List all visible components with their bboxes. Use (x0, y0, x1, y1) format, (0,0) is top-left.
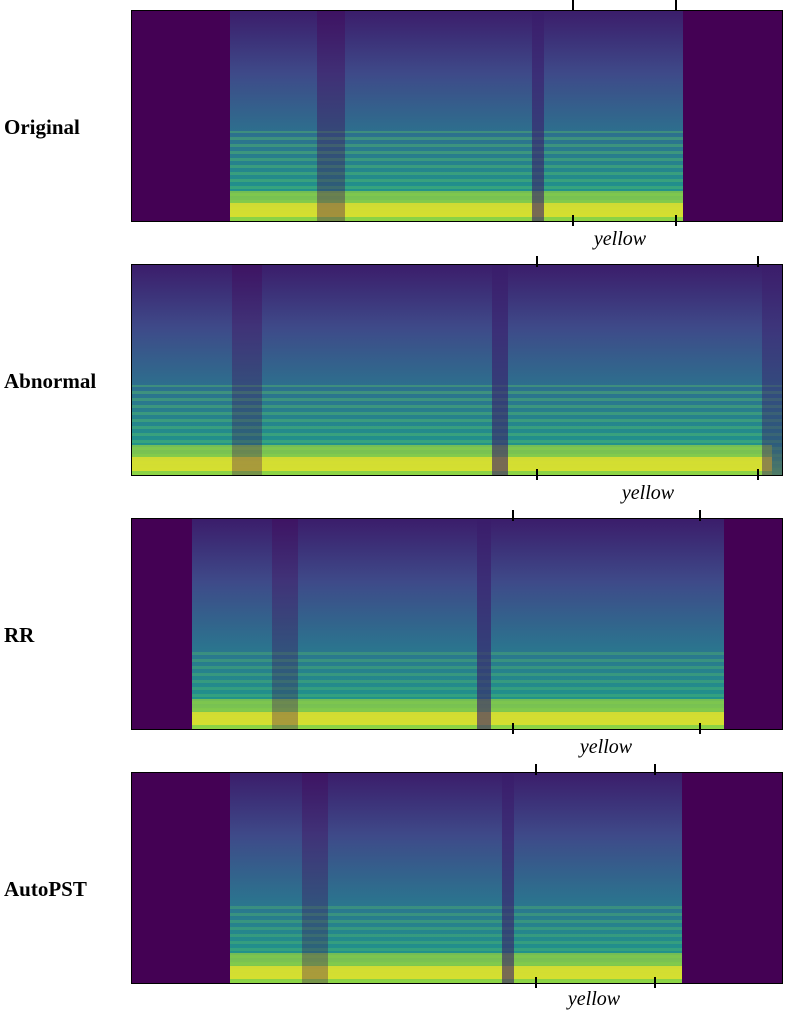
word-start-tick-bottom (536, 469, 538, 480)
spectrogram-abnormal (131, 264, 783, 476)
word-end-tick-top (675, 0, 677, 11)
word-end-tick-bottom (699, 723, 701, 734)
word-label-abnormal: yellow (621, 482, 675, 504)
word-end-tick-bottom (675, 215, 677, 226)
spectrogram-autopst (131, 772, 783, 984)
word-start-tick-bottom (512, 723, 514, 734)
word-end-tick-top (699, 510, 701, 521)
row-label-original: Original (4, 115, 80, 139)
word-start-tick-bottom (572, 215, 574, 226)
word-label-rr: yellow (579, 736, 633, 758)
spectrogram-original (131, 10, 783, 222)
word-start-tick-top (535, 764, 537, 775)
word-start-tick-bottom (535, 977, 537, 988)
word-end-tick-top (654, 764, 656, 775)
row-label-rr: RR (4, 623, 35, 647)
word-start-tick-top (512, 510, 514, 521)
word-label-autopst: yellow (567, 988, 621, 1010)
word-start-tick-top (572, 0, 574, 11)
word-end-tick-top (757, 256, 759, 267)
word-end-tick-bottom (757, 469, 759, 480)
spectrogram-rr (131, 518, 783, 730)
word-start-tick-top (536, 256, 538, 267)
row-label-autopst: AutoPST (4, 877, 87, 901)
word-end-tick-bottom (654, 977, 656, 988)
row-label-abnormal: Abnormal (4, 369, 97, 393)
word-label-original: yellow (593, 228, 647, 250)
